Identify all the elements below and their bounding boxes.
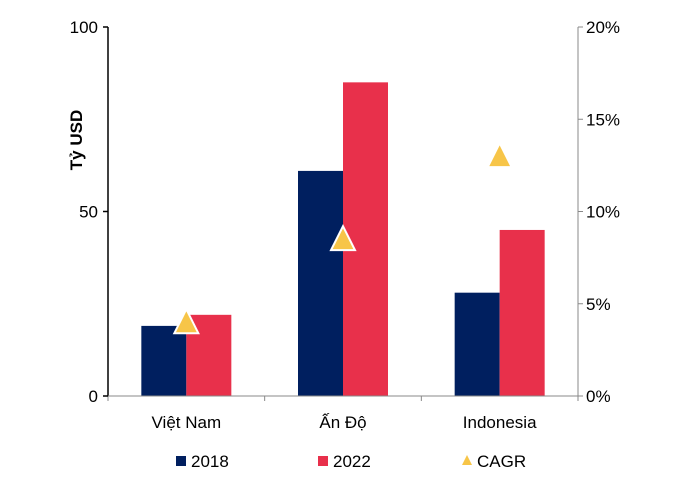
- bar-2018: [298, 170, 343, 396]
- y2-tick-label: 10%: [586, 203, 620, 222]
- y-tick-label: 50: [79, 203, 98, 222]
- legend-swatch-2018: [176, 456, 186, 466]
- y-axis-label: Tỷ USD: [67, 110, 86, 170]
- legend-label-CAGR: CAGR: [477, 452, 526, 471]
- cagr-marker: [329, 223, 357, 252]
- x-tick-label: Ấn Độ: [319, 413, 366, 432]
- y-tick-label: 100: [70, 18, 98, 37]
- x-tick-label: Việt Nam: [152, 413, 222, 432]
- legend-swatch-CAGR: [462, 455, 472, 465]
- bar-2022: [499, 229, 545, 396]
- y2-tick-label: 5%: [586, 295, 611, 314]
- x-tick-label: Indonesia: [463, 413, 537, 432]
- y2-tick-label: 20%: [586, 18, 620, 37]
- bar-2018: [141, 325, 187, 396]
- bar-2018: [454, 292, 500, 396]
- y2-tick-label: 0%: [586, 387, 611, 406]
- cagr-marker: [172, 306, 200, 335]
- y-tick-label: 0: [89, 387, 98, 406]
- cagr-marker: [486, 140, 514, 169]
- legend-swatch-2022: [318, 456, 328, 466]
- y2-tick-label: 15%: [586, 110, 620, 129]
- legend-label-2018: 2018: [191, 452, 229, 471]
- legend-label-2022: 2022: [333, 452, 371, 471]
